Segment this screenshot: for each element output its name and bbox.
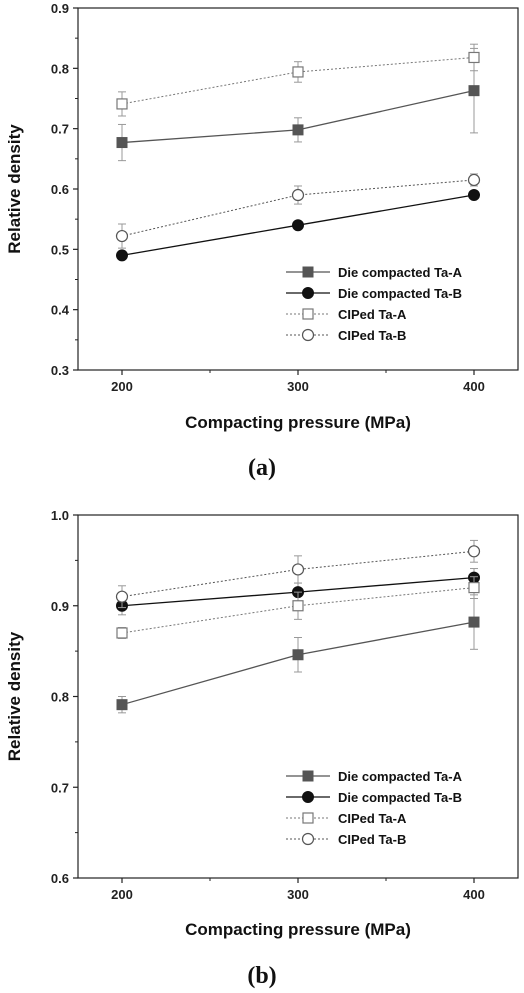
x-tick-label: 400 [463,379,485,394]
legend-marker [302,770,314,782]
data-point [292,600,304,612]
legend-label: CIPed Ta-B [338,832,406,847]
data-point [467,173,481,187]
series-line [121,587,475,634]
y-tick-label: 0.8 [51,61,69,76]
legend-label: CIPed Ta-A [338,811,407,826]
data-point [292,66,304,78]
y-tick-label: 0.5 [51,242,69,257]
y-tick-label: 1.0 [51,508,69,523]
y-tick-label: 0.4 [51,303,70,318]
series-3 [115,173,481,249]
y-axis-title: Relative density [5,631,24,761]
data-point [291,563,305,576]
legend-marker [302,308,314,320]
data-point [292,124,304,136]
legend-label: Die compacted Ta-A [338,769,463,784]
x-axis-title: Compacting pressure (MPa) [185,920,411,939]
series-0 [116,594,480,714]
legend-marker [302,812,314,824]
y-tick-label: 0.6 [51,182,69,197]
chart-panel-a: 200 300 400 0.3 0.4 0.5 0.6 0.7 0.8 0.9 Compacting… [5,1,519,481]
legend-marker [302,791,314,803]
series-2 [116,576,480,639]
data-point [291,188,305,202]
data-point [468,51,480,64]
data-point [116,98,128,110]
y-tick-label: 0.7 [51,122,69,137]
panel-label: (a) [248,455,276,481]
data-point [468,616,480,628]
legend: Die compacted Ta-A Die compacted Ta-B CIPe… [286,769,463,847]
data-point [467,545,481,558]
chart-panel-b: 200 300 400 0.6 0.7 0.8 0.9 1.0 Compacting press… [5,508,519,989]
data-point [116,249,128,262]
y-axis-title: Relative density [5,124,24,254]
series-line [121,550,475,598]
series-3 [115,539,481,609]
legend-label: Die compacted Ta-B [338,286,462,301]
x-axis-title: Compacting pressure (MPa) [185,413,411,432]
data-point [116,627,128,639]
legend-marker [302,266,314,278]
legend-marker [301,328,315,342]
data-point [468,581,480,594]
x-tick-label: 200 [111,887,133,902]
y-tick-label: 0.8 [51,690,69,705]
y-tick-label: 0.9 [51,599,69,614]
legend-label: CIPed Ta-A [338,307,407,322]
data-point [116,137,128,149]
data-point [116,699,128,711]
legend-label: Die compacted Ta-A [338,265,463,280]
y-tick-label: 0.7 [51,780,69,795]
legend-label: Die compacted Ta-B [338,790,462,805]
data-point [115,229,129,243]
series-line [121,56,475,105]
x-tick-label: 200 [111,379,133,394]
legend-marker [302,287,314,299]
x-tick-label: 400 [463,887,485,902]
legend-label: CIPed Ta-B [338,328,406,343]
y-tick-label: 0.9 [51,1,69,16]
legend: Die compacted Ta-A Die compacted Ta-B CIPe… [286,265,463,343]
data-point [468,85,480,97]
y-tick-label: 0.3 [51,363,69,378]
series-2 [116,43,480,117]
panel-label: (b) [247,963,276,989]
data-point [115,590,129,603]
data-point [292,219,304,232]
x-tick-label: 300 [287,379,309,394]
data-point [468,189,480,202]
legend-marker [301,832,315,846]
data-point [292,649,304,661]
series-1 [116,189,480,262]
y-tick-label: 0.6 [51,871,69,886]
x-tick-label: 300 [287,887,309,902]
